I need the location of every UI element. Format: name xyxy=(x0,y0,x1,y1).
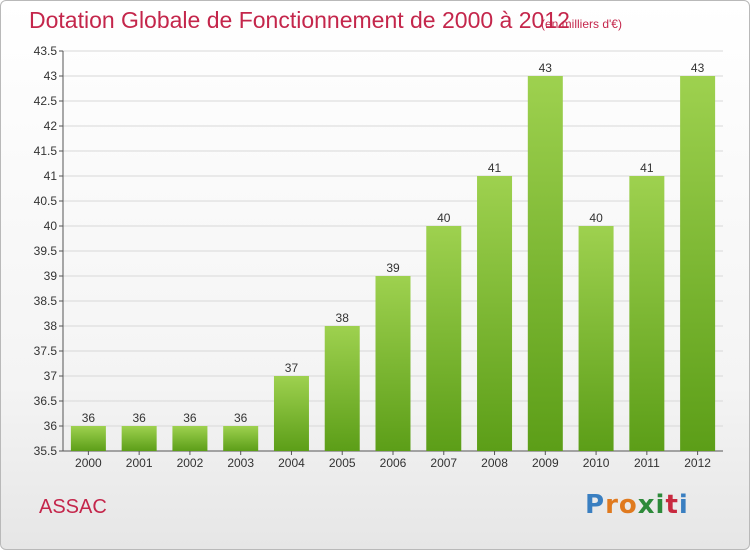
x-tick-label: 2002 xyxy=(177,456,204,470)
x-tick-label: 2008 xyxy=(481,456,508,470)
logo-letter: i xyxy=(655,490,666,520)
value-label: 36 xyxy=(82,411,96,425)
bars xyxy=(70,76,716,451)
logo-letter: r xyxy=(605,490,619,520)
x-tick-label: 2012 xyxy=(684,456,711,470)
logo-letter: o xyxy=(618,490,638,520)
logo-letter: P xyxy=(585,490,606,520)
y-tick-label: 39 xyxy=(44,269,58,283)
value-label: 36 xyxy=(234,411,248,425)
value-label: 36 xyxy=(132,411,146,425)
x-tick-label: 2011 xyxy=(634,456,660,470)
bar-2010 xyxy=(578,226,614,451)
value-label: 36 xyxy=(183,411,197,425)
chart-subtitle: (en milliers d'€) xyxy=(541,17,622,31)
bar-2007 xyxy=(426,226,462,451)
chart-title: Dotation Globale de Fonctionnement de 20… xyxy=(29,7,570,33)
y-tick-label: 38.5 xyxy=(34,294,58,308)
x-tick-label: 2000 xyxy=(75,456,102,470)
value-label: 37 xyxy=(285,361,299,375)
y-tick-label: 43 xyxy=(44,69,58,83)
y-tick-label: 40 xyxy=(44,219,58,233)
y-tick-label: 41 xyxy=(44,169,58,183)
y-tick-label: 42 xyxy=(44,119,58,133)
value-label: 38 xyxy=(336,311,350,325)
x-tick-label: 2003 xyxy=(227,456,254,470)
y-tick-label: 39.5 xyxy=(34,244,58,258)
x-tick-label: 2009 xyxy=(532,456,559,470)
y-tick-label: 41.5 xyxy=(34,144,58,158)
bar-2005 xyxy=(324,326,360,451)
proxiti-logo[interactable]: Proxiti xyxy=(585,490,689,520)
y-tick-label: 40.5 xyxy=(34,194,58,208)
x-tick-label: 2005 xyxy=(329,456,356,470)
value-label: 43 xyxy=(539,61,553,75)
bar-2011 xyxy=(629,176,665,451)
value-labels: 36 36 36 36 37 38 39 40 41 43 40 41 43 xyxy=(82,61,705,425)
x-tick-label: 2001 xyxy=(126,456,153,470)
bar-2000 xyxy=(70,426,106,451)
value-label: 40 xyxy=(437,211,451,225)
y-tick-label: 37 xyxy=(44,369,58,383)
value-label: 41 xyxy=(488,161,502,175)
y-tick-label: 43.5 xyxy=(34,44,58,58)
value-label: 43 xyxy=(691,61,705,75)
bar-2008 xyxy=(477,176,513,451)
bar-2012 xyxy=(680,76,716,451)
y-tick-label: 42.5 xyxy=(34,94,58,108)
bar-2003 xyxy=(223,426,259,451)
bar-2004 xyxy=(273,376,309,451)
logo-letter: i xyxy=(678,490,689,520)
bar-2006 xyxy=(375,276,411,451)
value-label: 39 xyxy=(386,261,400,275)
x-tick-label: 2007 xyxy=(430,456,457,470)
y-tick-label: 36.5 xyxy=(34,394,58,408)
bar-2009 xyxy=(527,76,563,451)
bar-2001 xyxy=(121,426,157,451)
logo-letter: x xyxy=(637,490,656,520)
commune-name: ASSAC xyxy=(39,496,107,518)
value-label: 40 xyxy=(589,211,603,225)
logo-letter: t xyxy=(665,490,679,520)
y-tick-label: 38 xyxy=(44,319,58,333)
x-tick-label: 2010 xyxy=(583,456,610,470)
y-tick-label: 35.5 xyxy=(34,444,58,458)
value-label: 41 xyxy=(640,161,654,175)
bar-2002 xyxy=(172,426,208,451)
x-tick-label: 2006 xyxy=(380,456,407,470)
y-tick-label: 36 xyxy=(44,419,58,433)
y-tick-label: 37.5 xyxy=(34,344,58,358)
x-tick-label: 2004 xyxy=(278,456,305,470)
